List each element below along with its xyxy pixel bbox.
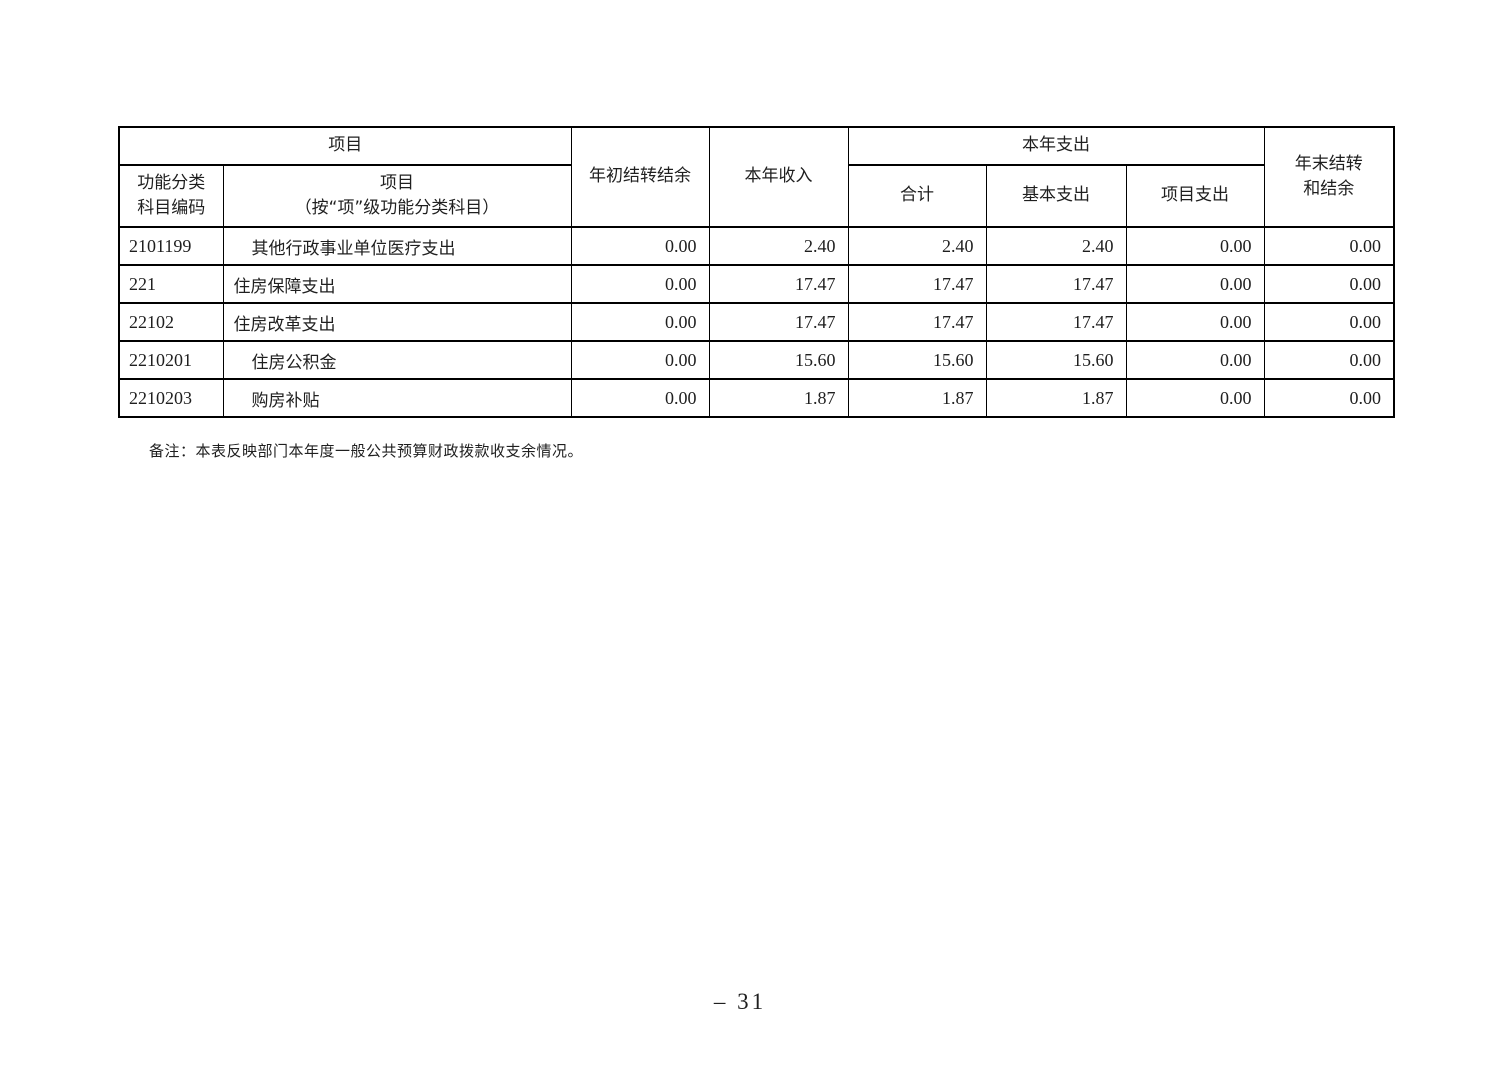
cell-yearend-balance: 0.00: [1263, 340, 1395, 380]
header-basic-expenditure: 基本支出: [985, 164, 1127, 228]
table-note: 备注：本表反映部门本年度一般公共预算财政拨款收支余情况。: [149, 444, 584, 460]
cell-current-income: 17.47: [708, 264, 849, 304]
cell-yearend-balance: 0.00: [1263, 226, 1395, 266]
cell-item-name: 其他行政事业单位医疗支出: [222, 226, 572, 266]
cell-yearend-balance: 0.00: [1263, 264, 1395, 304]
cell-begin-balance: 0.00: [570, 264, 710, 304]
cell-function-code: 2101199: [118, 226, 224, 266]
cell-item-name: 住房保障支出: [222, 264, 572, 304]
header-project-group: 项目: [118, 126, 572, 166]
cell-current-income: 15.60: [708, 340, 849, 380]
cell-project-expenditure: 0.00: [1125, 302, 1265, 342]
cell-begin-balance: 0.00: [570, 226, 710, 266]
cell-expenditure-total: 17.47: [847, 302, 987, 342]
header-begin-balance: 年初结转结余: [570, 126, 710, 228]
cell-project-expenditure: 0.00: [1125, 340, 1265, 380]
cell-current-income: 2.40: [708, 226, 849, 266]
cell-function-code: 2210203: [118, 378, 224, 418]
table-row: 2210203 购房补贴 0.00 1.87 1.87 1.87 0.00 0.…: [118, 378, 1395, 418]
cell-project-expenditure: 0.00: [1125, 226, 1265, 266]
header-expenditure-total: 合计: [847, 164, 987, 228]
cell-basic-expenditure: 17.47: [985, 264, 1127, 304]
cell-function-code: 2210201: [118, 340, 224, 380]
cell-begin-balance: 0.00: [570, 302, 710, 342]
cell-basic-expenditure: 1.87: [985, 378, 1127, 418]
header-function-code: 功能分类 科目编码: [118, 164, 224, 228]
header-current-expenditure-group: 本年支出: [847, 126, 1265, 166]
cell-current-income: 17.47: [708, 302, 849, 342]
table-row: 221 住房保障支出 0.00 17.47 17.47 17.47 0.00 0…: [118, 264, 1395, 304]
cell-project-expenditure: 0.00: [1125, 264, 1265, 304]
header-project-expenditure: 项目支出: [1125, 164, 1265, 228]
cell-yearend-balance: 0.00: [1263, 302, 1395, 342]
cell-begin-balance: 0.00: [570, 378, 710, 418]
header-item: 项目 （按“项”级功能分类科目）: [222, 164, 572, 228]
header-row-detail: 功能分类 科目编码 项目 （按“项”级功能分类科目） 合计 基本支出 项目支出: [118, 164, 1394, 228]
cell-function-code: 221: [118, 264, 224, 304]
page-number: – 31: [713, 989, 767, 1014]
cell-current-income: 1.87: [708, 378, 849, 418]
header-yearend-balance: 年末结转 和结余: [1263, 126, 1395, 228]
cell-item-name: 住房改革支出: [222, 302, 572, 342]
header-row-group: 项目 年初结转结余 本年收入 本年支出 年末结转 和结余: [118, 126, 1395, 228]
budget-table: 项目 年初结转结余 本年收入 本年支出 年末结转 和结余 功能分类 科目编码 项…: [118, 126, 1395, 418]
header-current-income: 本年收入: [708, 126, 849, 228]
cell-basic-expenditure: 2.40: [985, 226, 1127, 266]
cell-function-code: 22102: [118, 302, 224, 342]
cell-expenditure-total: 15.60: [847, 340, 987, 380]
table-row: 2101199 其他行政事业单位医疗支出 0.00 2.40 2.40 2.40…: [118, 226, 1395, 266]
cell-expenditure-total: 2.40: [847, 226, 987, 266]
table-row: 22102 住房改革支出 0.00 17.47 17.47 17.47 0.00…: [118, 302, 1395, 342]
cell-yearend-balance: 0.00: [1263, 378, 1395, 418]
cell-expenditure-total: 1.87: [847, 378, 987, 418]
cell-project-expenditure: 0.00: [1125, 378, 1265, 418]
cell-begin-balance: 0.00: [570, 340, 710, 380]
cell-item-name: 购房补贴: [222, 378, 572, 418]
table-row: 2210201 住房公积金 0.00 15.60 15.60 15.60 0.0…: [118, 340, 1395, 380]
cell-basic-expenditure: 17.47: [985, 302, 1127, 342]
cell-expenditure-total: 17.47: [847, 264, 987, 304]
cell-basic-expenditure: 15.60: [985, 340, 1127, 380]
cell-item-name: 住房公积金: [222, 340, 572, 380]
